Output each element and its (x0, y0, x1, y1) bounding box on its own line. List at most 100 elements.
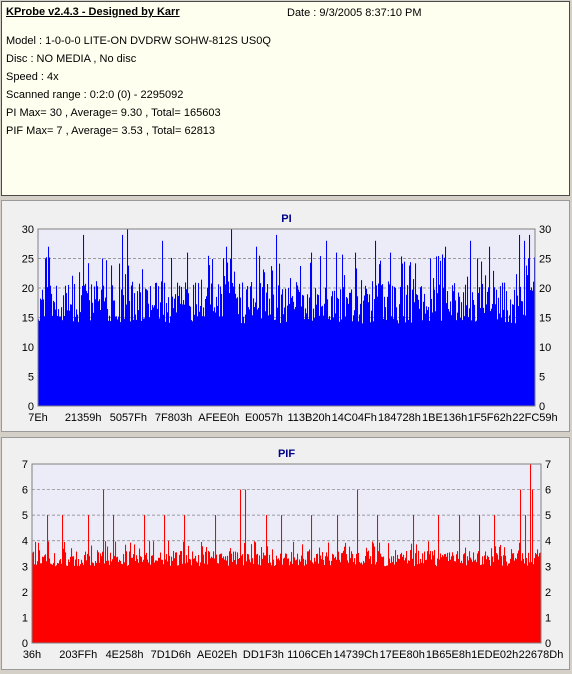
bar (151, 310, 153, 406)
bar (86, 560, 88, 643)
bar (34, 564, 36, 643)
bar (386, 565, 388, 643)
bar (533, 564, 535, 643)
app-title: KProbe v2.4.3 - Designed by Karr (6, 6, 180, 18)
bar (418, 550, 420, 643)
bar (263, 269, 265, 406)
bar (514, 560, 516, 643)
bar (296, 282, 298, 406)
bar (525, 315, 527, 406)
bar (335, 313, 337, 406)
bar (526, 558, 528, 643)
bar (345, 542, 347, 643)
bar (400, 286, 402, 406)
bar (403, 554, 405, 643)
bar (89, 556, 91, 643)
bar (94, 286, 96, 406)
bar (231, 553, 233, 643)
x-tick-label: 36h (23, 649, 41, 661)
bar (408, 319, 410, 406)
bar (153, 307, 155, 406)
bar (59, 560, 61, 643)
bar (371, 564, 373, 643)
bar (220, 286, 222, 406)
bar-series (32, 464, 542, 643)
bar (388, 281, 390, 406)
bar (195, 555, 197, 643)
bar (170, 565, 172, 643)
bar (226, 560, 228, 643)
bar (511, 322, 513, 406)
y-tick-label-right: 0 (545, 638, 551, 650)
bar (397, 554, 399, 643)
bar (330, 565, 332, 643)
bar (475, 321, 477, 406)
bar (376, 285, 378, 406)
bar (509, 315, 511, 406)
plot-border (31, 463, 542, 644)
x-tick-label: 7D1D6h (151, 649, 191, 661)
bar (300, 265, 302, 406)
bar (283, 314, 285, 406)
bar (230, 258, 232, 406)
bar (181, 286, 183, 406)
bar (412, 558, 414, 643)
bar (354, 310, 356, 406)
bar (298, 289, 300, 406)
bar (215, 312, 217, 406)
scan-date: Date : 9/3/2005 8:37:10 PM (287, 7, 422, 19)
bar (417, 295, 419, 406)
bar (89, 300, 91, 406)
bar (341, 319, 343, 406)
bar (427, 551, 429, 643)
bar (255, 542, 257, 643)
bar (234, 560, 236, 643)
bar (176, 552, 178, 643)
bar (380, 553, 382, 643)
bar (187, 562, 189, 643)
bar (526, 265, 528, 406)
bar (486, 559, 488, 643)
bar (525, 515, 527, 643)
bar (225, 556, 227, 643)
bar (83, 565, 85, 643)
bar (253, 563, 255, 643)
bar (159, 557, 161, 643)
bar (507, 565, 509, 643)
bar (387, 296, 389, 406)
bar (456, 320, 458, 406)
x-tick-label: 22678Dh (519, 649, 564, 661)
bar (298, 565, 300, 643)
bar (108, 320, 110, 406)
bar (287, 305, 289, 406)
bar (285, 553, 287, 643)
bar (538, 556, 540, 643)
x-tick-label: 7Eh (28, 412, 48, 424)
bar (317, 553, 319, 643)
y-tick-label: 5 (28, 372, 34, 384)
bar (466, 565, 468, 643)
bar (391, 556, 393, 643)
bar (416, 294, 418, 406)
bar (75, 559, 77, 643)
bar (291, 552, 293, 643)
bar (315, 288, 317, 406)
bar (93, 312, 95, 406)
chart-title: PI (281, 213, 291, 225)
bar (165, 559, 167, 643)
bar (326, 552, 328, 643)
bar (401, 552, 403, 643)
bar (95, 561, 97, 643)
bar (286, 553, 288, 643)
bar (33, 551, 35, 643)
bar (294, 557, 296, 643)
bar (223, 556, 225, 643)
bar (60, 316, 62, 406)
bar (524, 563, 526, 643)
bar (236, 564, 238, 643)
bar (347, 298, 349, 406)
bar (493, 562, 495, 643)
bar (37, 561, 39, 643)
bar (463, 554, 465, 643)
bar (101, 556, 103, 643)
